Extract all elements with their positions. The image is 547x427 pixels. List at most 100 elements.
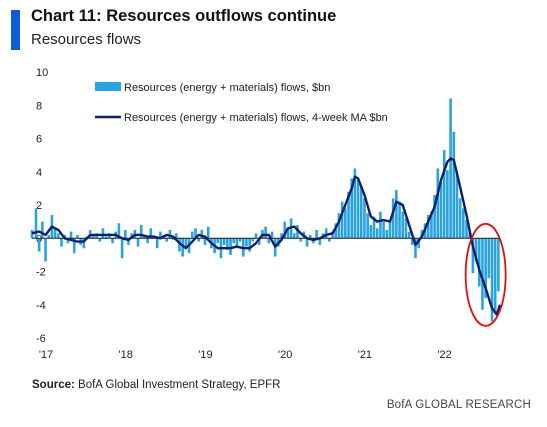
flow-bar <box>82 238 86 249</box>
flow-bar <box>92 234 95 239</box>
flow-bar <box>120 238 124 259</box>
flow-bar <box>497 238 500 292</box>
flow-bar <box>305 238 309 247</box>
flow-bar <box>442 150 446 239</box>
y-tick-label: 8 <box>36 100 42 112</box>
flow-bar <box>369 224 373 239</box>
flow-bar <box>385 229 389 239</box>
flow-bar <box>299 238 302 242</box>
flow-bar <box>347 191 350 239</box>
highlight-ellipse <box>464 222 507 327</box>
flow-bar <box>168 229 172 239</box>
flow-bar <box>139 224 143 239</box>
flow-bar <box>439 181 443 239</box>
flow-bar <box>344 208 347 239</box>
x-tick-label: '17 <box>39 349 53 361</box>
flow-bar <box>270 231 274 239</box>
flow-bar <box>175 233 178 239</box>
flow-bar <box>184 238 188 247</box>
flow-bar <box>477 238 481 287</box>
flow-bar <box>194 228 197 239</box>
flow-bar <box>382 221 385 239</box>
flow-bar <box>200 229 204 239</box>
chart-title: Chart 11: Resources outflows continue <box>31 7 337 25</box>
flow-bar <box>391 198 395 239</box>
flow-bar <box>257 238 261 245</box>
flow-bar <box>334 223 338 239</box>
flow-bar <box>127 238 130 245</box>
y-tick-label: -2 <box>36 267 46 279</box>
flow-bar <box>426 214 430 239</box>
flow-bar <box>328 238 331 242</box>
flow-bar <box>206 226 210 239</box>
flow-bar <box>104 236 108 239</box>
flow-bar <box>136 238 140 247</box>
flow-bar <box>280 233 283 239</box>
y-tick-label: 10 <box>36 67 48 79</box>
ma-line <box>31 157 502 316</box>
flow-bar <box>248 238 251 252</box>
flow-bar <box>146 238 149 244</box>
flow-bar <box>493 238 497 314</box>
flow-bar <box>286 228 290 239</box>
flow-bar <box>41 221 44 239</box>
flow-bar <box>318 238 322 245</box>
flow-bar <box>171 238 175 240</box>
flow-bar <box>235 238 239 249</box>
chart-canvas: 1086420-2-4-6'17'18'19'20'21'22Resources… <box>30 67 507 361</box>
flow-bar <box>76 234 79 239</box>
y-tick-label: 6 <box>36 134 42 146</box>
flow-bar <box>57 233 60 239</box>
flow-bar <box>401 211 405 239</box>
flow-bar <box>315 229 318 239</box>
flow-bar <box>117 223 121 239</box>
flow-bar <box>379 211 382 239</box>
flow-bar <box>474 238 478 262</box>
flow-bar <box>190 231 194 239</box>
source-note: Source: BofA Global Investment Strategy,… <box>32 379 280 391</box>
flow-bar <box>414 238 417 259</box>
flow-bar <box>452 131 456 239</box>
flow-bar <box>484 238 487 299</box>
flow-bar <box>30 229 34 239</box>
y-tick-label: -6 <box>36 333 46 345</box>
flow-bar <box>34 208 38 239</box>
flow-bar <box>417 238 420 249</box>
flow-bar <box>446 170 449 239</box>
legend-label-bars: Resources (energy + materials) flows, $b… <box>124 82 330 94</box>
flow-bar <box>283 221 287 239</box>
flow-bar <box>359 186 363 239</box>
flow-bar <box>37 238 41 252</box>
flow-bar <box>251 238 255 242</box>
legend-label-line: Resources (energy + materials) flows, 4-… <box>124 112 388 124</box>
x-tick-label: '18 <box>119 349 133 361</box>
flow-bar <box>465 219 468 239</box>
flow-bar <box>455 173 459 239</box>
flow-bar <box>53 228 57 239</box>
flow-bar <box>363 198 366 239</box>
flow-bar <box>69 231 73 239</box>
flow-bar <box>267 238 271 244</box>
flow-bar <box>203 238 207 245</box>
flow-bar <box>410 238 414 245</box>
source-text: BofA Global Investment Strategy, EPFR <box>78 379 281 391</box>
flow-bar <box>388 219 392 239</box>
flow-bar <box>324 228 328 239</box>
flow-bar <box>430 211 433 239</box>
flow-bar <box>44 238 47 262</box>
title-accent-bar <box>11 10 20 50</box>
flow-bar <box>165 238 169 242</box>
flow-bar <box>471 238 475 274</box>
flow-bar <box>436 168 440 239</box>
flow-bar <box>490 238 494 322</box>
brand-footer: BofA GLOBAL RESEARCH <box>386 399 531 411</box>
flow-bar <box>181 238 184 257</box>
flow-bar <box>481 238 484 310</box>
x-tick-label: '21 <box>358 349 372 361</box>
flow-bar <box>398 201 401 239</box>
flow-bar <box>101 228 105 239</box>
flow-bar <box>366 213 369 239</box>
flow-bar <box>72 238 76 254</box>
flow-bar <box>372 216 376 239</box>
flow-bar <box>60 238 63 247</box>
